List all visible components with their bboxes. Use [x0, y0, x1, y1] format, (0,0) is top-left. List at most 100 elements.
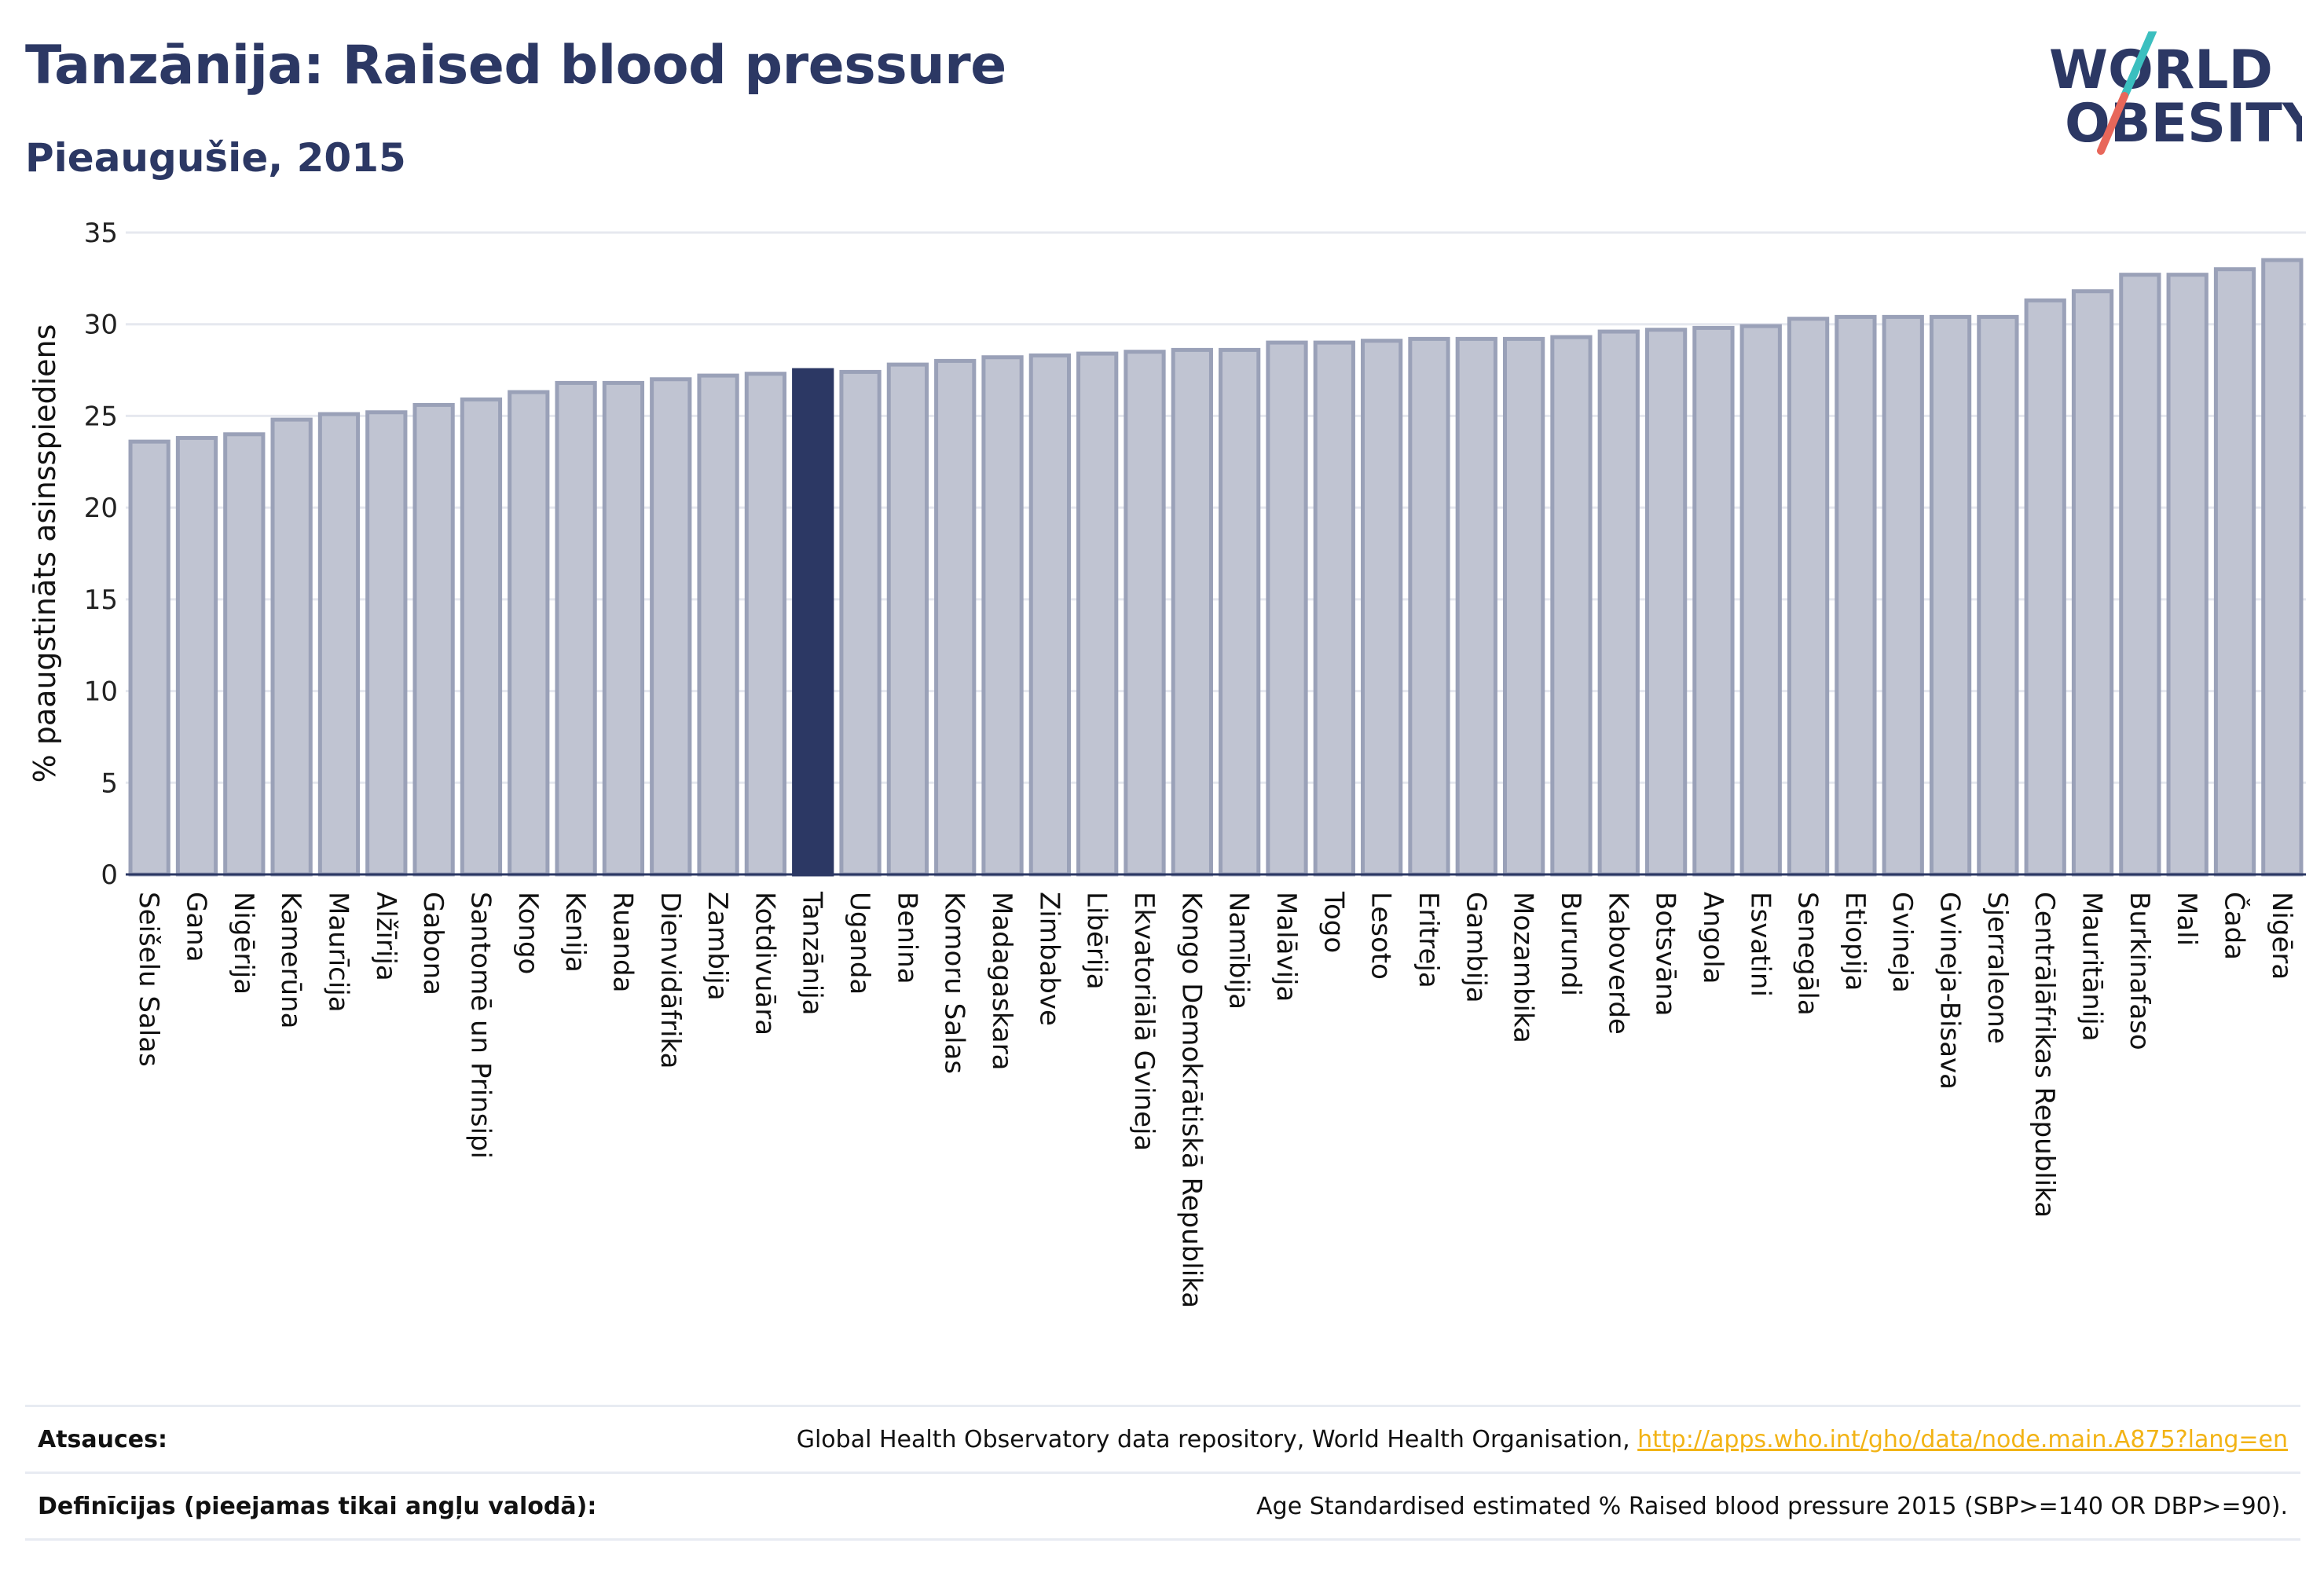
bar	[934, 358, 977, 877]
bar	[412, 402, 455, 877]
y-tick-label: 20	[84, 493, 118, 524]
bar	[508, 390, 550, 877]
x-tick-label: Benina	[891, 892, 922, 984]
x-tick-label: Etiopija	[1839, 892, 1871, 991]
x-tick-label: Dienvidāfrika	[654, 892, 686, 1068]
x-tick-label: Kaboverde	[1602, 892, 1633, 1035]
bar	[1692, 325, 1735, 877]
x-tick-label: Uganda	[844, 892, 875, 995]
x-tick-label: Zambija	[702, 892, 733, 1001]
bar	[1977, 314, 2019, 877]
x-tick-label: Zimbabve	[1033, 892, 1065, 1026]
x-tick-label: Sjerraleone	[1981, 892, 2013, 1044]
bar	[128, 439, 170, 877]
x-tick-label: Mauritānija	[2077, 892, 2108, 1042]
bar	[1597, 329, 1640, 877]
x-tick-label: Ruanda	[607, 892, 638, 992]
x-tick-label: Malāvija	[1270, 892, 1302, 1002]
bar	[1739, 324, 1782, 877]
x-tick-label: Seišelu Salas	[133, 892, 164, 1067]
bar	[2261, 258, 2304, 877]
bar	[317, 412, 361, 877]
bar	[1266, 340, 1308, 877]
y-axis-ticks: 0 5 10 15 20 25 30 35	[84, 218, 118, 891]
x-tick-label: Kongo	[512, 892, 544, 974]
sources-label: Atsauces:	[38, 1425, 167, 1453]
bar	[365, 410, 408, 877]
x-tick-label: Eritreja	[1413, 892, 1444, 988]
bar	[1835, 314, 1877, 877]
x-tick-label: Tanzānija	[797, 891, 828, 1015]
x-tick-label: Maurīcija	[322, 892, 354, 1013]
logo-line1: WORLD	[2049, 39, 2273, 101]
bar-chart: 0 5 10 15 20 25 30 35 Seišelu Salas Gana Nigērija…	[27, 218, 2306, 1308]
bar	[1502, 336, 1545, 877]
bar	[1124, 350, 1166, 877]
definitions-text: Age Standardised estimated % Raised bloo…	[1256, 1492, 2288, 1520]
bar	[555, 380, 597, 877]
bar	[460, 397, 503, 877]
y-tick-label: 35	[84, 218, 118, 249]
bar	[697, 373, 739, 877]
y-tick-label: 10	[84, 676, 118, 708]
x-tick-label: Kamerūna	[275, 892, 306, 1028]
x-tick-label: Botsvāna	[1650, 892, 1681, 1017]
bar	[1171, 347, 1213, 877]
bar	[1882, 314, 1924, 877]
x-tick-label: Senegāla	[1792, 892, 1824, 1016]
x-tick-label: Alžīrija	[370, 892, 401, 981]
y-tick-label: 15	[84, 585, 118, 616]
bar	[2119, 273, 2161, 877]
footer: Atsauces: Global Health Observatory data…	[25, 1405, 2300, 1541]
world-obesity-logo: WORLD OBESITY	[2049, 31, 2302, 155]
x-tick-label: Libērija	[1081, 892, 1113, 990]
x-tick-label: Kotdivuāra	[749, 892, 780, 1035]
x-tick-label: Čada	[2219, 892, 2251, 960]
bar	[223, 432, 266, 877]
logo-slash-bottom	[2097, 92, 2128, 155]
bar	[1455, 336, 1497, 877]
bar	[650, 377, 692, 877]
x-axis-ticks: Seišelu Salas Gana Nigērija Kamerūna Maurīci…	[133, 891, 2297, 1308]
x-tick-label: Santomē un Prinsipi	[464, 892, 496, 1159]
bar	[886, 362, 929, 877]
bar	[839, 369, 882, 877]
bar	[2024, 298, 2066, 877]
x-tick-label: Mozambika	[1508, 892, 1539, 1043]
bar	[1313, 340, 1355, 877]
x-tick-label: Togo	[1318, 891, 1349, 953]
y-tick-label: 25	[84, 401, 118, 432]
bar	[2166, 273, 2209, 877]
sources-value: Global Health Observatory data repositor…	[797, 1426, 2300, 1453]
x-tick-label: Ekvatoriālā Gvineja	[1128, 892, 1160, 1151]
bar	[1550, 335, 1593, 877]
bar	[2071, 289, 2114, 877]
bar	[1361, 339, 1403, 877]
x-tick-label: Kenija	[559, 892, 591, 973]
x-tick-label: Esvatini	[1744, 892, 1776, 997]
x-tick-label: Komoru Salas	[939, 892, 970, 1074]
bar	[175, 435, 218, 877]
x-tick-label: Gana	[180, 892, 211, 962]
x-tick-label: Gvineja	[1886, 892, 1918, 993]
definitions-row: Definīcijas (pieejamas tikai angļu valod…	[25, 1472, 2300, 1541]
x-tick-label: Burundi	[1555, 892, 1586, 996]
sources-link[interactable]: http://apps.who.int/gho/data/node.main.A…	[1637, 1425, 2288, 1453]
x-tick-label: Centrālāfrikas Republika	[2029, 892, 2060, 1218]
x-tick-label: Mali	[2171, 892, 2202, 946]
bar	[1076, 351, 1119, 877]
x-tick-label: Nigēra	[2266, 892, 2297, 980]
page-subtitle: Pieaugušie, 2015	[25, 135, 406, 181]
bar	[1644, 328, 1688, 877]
definitions-label: Definīcijas (pieejamas tikai angļu valod…	[38, 1492, 597, 1520]
bar	[1408, 336, 1450, 877]
x-tick-label: Burkinafaso	[2124, 892, 2155, 1050]
bar	[1787, 317, 1830, 877]
x-tick-label: Gvineja-Bisava	[1934, 892, 1966, 1090]
bar	[1929, 314, 1972, 877]
bar	[792, 368, 834, 877]
y-tick-label: 5	[101, 768, 118, 799]
x-tick-label: Namībija	[1223, 892, 1255, 1010]
x-tick-label: Madagaskara	[986, 892, 1017, 1070]
x-tick-label: Lesoto	[1365, 892, 1397, 980]
